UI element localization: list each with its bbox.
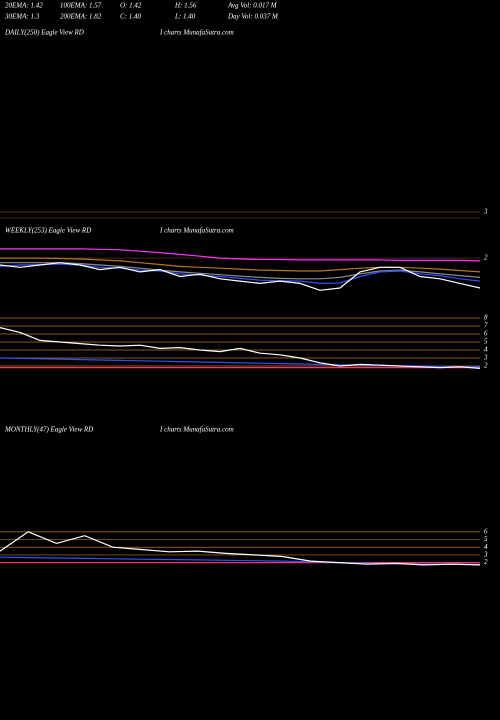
y-tick-label: 6 <box>484 330 488 338</box>
y-tick-label: 3 <box>483 208 488 216</box>
y-tick-label: 2 <box>484 558 488 566</box>
panel-subtitle: I charts MunafaSutra.com <box>159 227 234 235</box>
y-tick-label: 5 <box>484 338 488 346</box>
panel-title: MONTHLY(47) Eagle View RD <box>4 426 93 434</box>
y-tick-label: 2 <box>484 254 488 262</box>
y-tick-label: 4 <box>484 543 488 551</box>
header-stat: 100EMA: 1.57 <box>60 2 102 10</box>
y-tick-label: 8 <box>484 314 488 322</box>
panel-subtitle: I charts MunafaSutra.com <box>159 426 234 434</box>
header-stat: O: 1.42 <box>120 2 142 10</box>
header-stat: Day Vol: 0.037 M <box>227 13 279 21</box>
y-tick-label: 2 <box>484 362 488 370</box>
series-line <box>0 531 481 566</box>
header-stat: L: 1.40 <box>174 13 196 21</box>
panel-title: DAILY(250) Eagle View RD <box>4 29 84 37</box>
header-stat: 200EMA: 1.82 <box>60 13 102 21</box>
y-tick-label: 6 <box>484 527 488 535</box>
series-line <box>0 262 481 291</box>
header-stat: H: 1.56 <box>174 2 197 10</box>
series-line <box>0 248 481 262</box>
header-stat: 30EMA: 1.3 <box>4 13 40 21</box>
y-tick-label: 3 <box>483 551 488 559</box>
header-stat: C: 1.40 <box>120 13 142 21</box>
header-stat: Avg Vol: 0.017 M <box>227 2 278 10</box>
y-tick-label: 4 <box>484 346 488 354</box>
y-tick-label: 3 <box>483 354 488 362</box>
panel-title: WEEKLY(253) Eagle View RD <box>5 227 91 235</box>
y-tick-label: 7 <box>484 322 488 330</box>
y-tick-label: 5 <box>484 535 488 543</box>
header-stat: 20EMA: 1.42 <box>5 2 43 10</box>
panel-subtitle: I charts MunafaSutra.com <box>159 29 234 37</box>
series-line <box>0 262 481 280</box>
series-line <box>0 327 481 369</box>
